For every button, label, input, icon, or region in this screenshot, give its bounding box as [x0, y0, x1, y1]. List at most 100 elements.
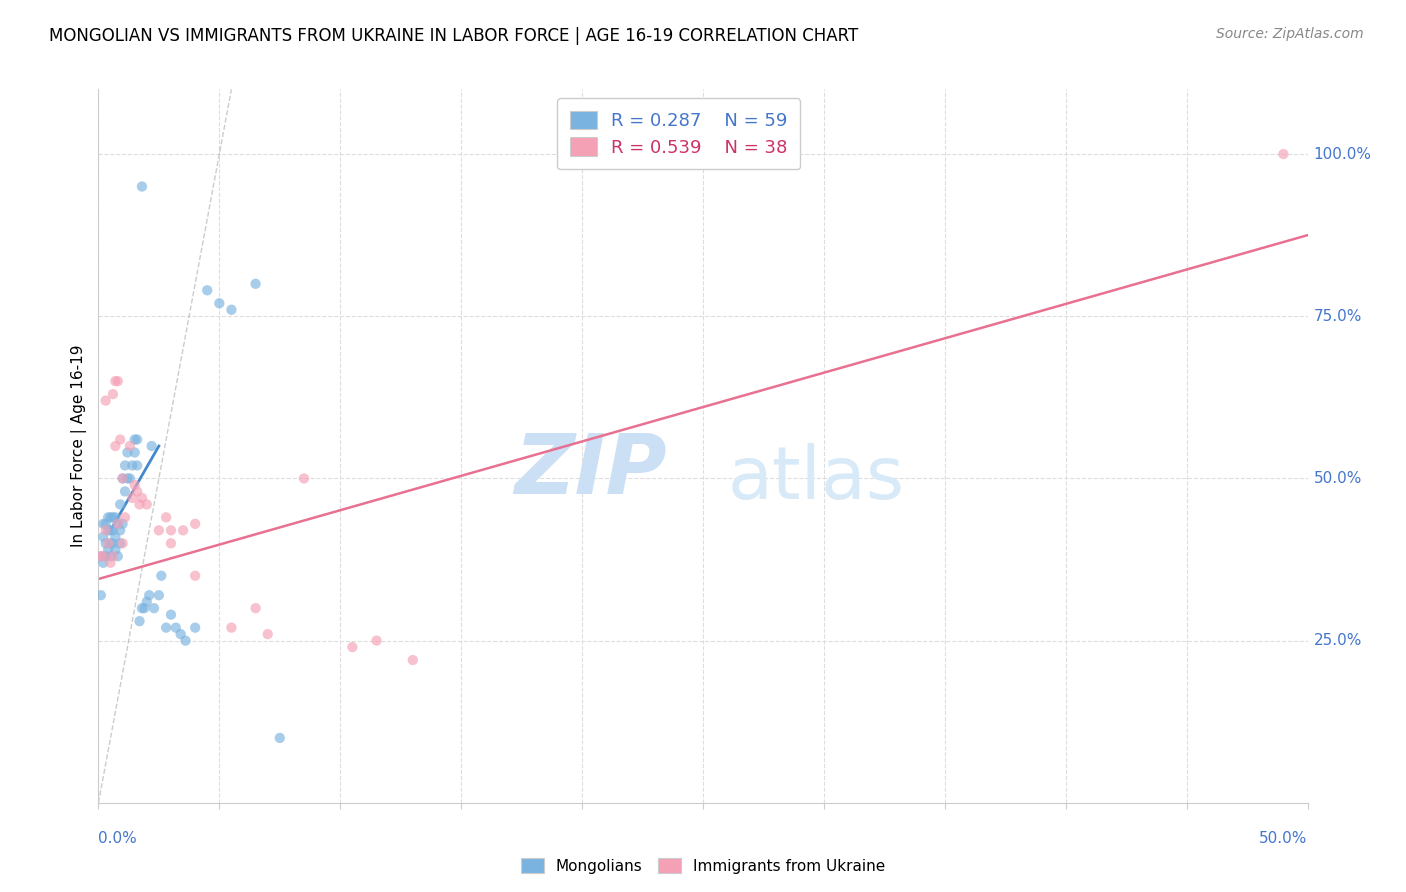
- Point: [97, 542, 120, 557]
- Point: [101, 524, 124, 538]
- Point: [131, 491, 153, 505]
- Point: [97, 524, 120, 538]
- Point: [148, 524, 170, 538]
- Point: [117, 445, 139, 459]
- Point: [342, 640, 364, 654]
- Point: [124, 433, 146, 447]
- Point: [184, 621, 207, 635]
- Point: [150, 568, 173, 582]
- Point: [107, 516, 129, 531]
- Point: [124, 478, 146, 492]
- Point: [131, 179, 153, 194]
- Point: [108, 497, 131, 511]
- Point: [160, 536, 183, 550]
- Point: [172, 524, 194, 538]
- Point: [165, 621, 187, 635]
- Point: [155, 621, 177, 635]
- Point: [111, 471, 134, 485]
- Point: [90, 549, 112, 564]
- Point: [245, 601, 267, 615]
- Point: [131, 601, 153, 615]
- Point: [366, 633, 388, 648]
- Point: [94, 549, 117, 564]
- Point: [169, 627, 191, 641]
- Point: [256, 627, 278, 641]
- Point: [101, 510, 124, 524]
- Point: [184, 516, 207, 531]
- Text: 50.0%: 50.0%: [1313, 471, 1362, 486]
- Point: [90, 588, 112, 602]
- Point: [174, 633, 197, 648]
- Point: [101, 549, 124, 564]
- Point: [124, 445, 146, 459]
- Point: [104, 530, 127, 544]
- Point: [245, 277, 267, 291]
- Point: [127, 433, 149, 447]
- Point: [118, 439, 141, 453]
- Point: [114, 458, 136, 473]
- Point: [121, 458, 143, 473]
- Point: [100, 524, 122, 538]
- Text: 50.0%: 50.0%: [1260, 831, 1308, 847]
- Legend: R = 0.287    N = 59, R = 0.539    N = 38: R = 0.287 N = 59, R = 0.539 N = 38: [557, 98, 800, 169]
- Point: [101, 536, 124, 550]
- Point: [111, 536, 134, 550]
- Point: [94, 393, 117, 408]
- Point: [108, 433, 131, 447]
- Point: [269, 731, 291, 745]
- Point: [107, 549, 129, 564]
- Point: [111, 471, 134, 485]
- Point: [221, 302, 243, 317]
- Point: [100, 556, 122, 570]
- Point: [104, 439, 127, 453]
- Point: [108, 536, 131, 550]
- Point: [148, 588, 170, 602]
- Point: [117, 471, 139, 485]
- Text: 0.0%: 0.0%: [98, 831, 138, 847]
- Point: [292, 471, 315, 485]
- Point: [402, 653, 425, 667]
- Point: [91, 556, 114, 570]
- Point: [134, 601, 156, 615]
- Point: [94, 536, 117, 550]
- Point: [91, 530, 114, 544]
- Point: [1272, 147, 1295, 161]
- Point: [107, 374, 129, 388]
- Point: [114, 510, 136, 524]
- Text: ZIP: ZIP: [515, 431, 666, 511]
- Point: [128, 614, 150, 628]
- Point: [143, 601, 166, 615]
- Point: [135, 595, 157, 609]
- Point: [97, 510, 120, 524]
- Point: [94, 524, 117, 538]
- Point: [114, 484, 136, 499]
- Point: [141, 439, 163, 453]
- Point: [90, 549, 112, 564]
- Point: [127, 484, 149, 499]
- Point: [94, 516, 117, 531]
- Point: [121, 491, 143, 505]
- Point: [107, 516, 129, 531]
- Point: [91, 516, 114, 531]
- Point: [111, 516, 134, 531]
- Point: [184, 568, 207, 582]
- Y-axis label: In Labor Force | Age 16-19: In Labor Force | Age 16-19: [72, 344, 87, 548]
- Point: [104, 374, 127, 388]
- Point: [160, 524, 183, 538]
- Point: [221, 621, 243, 635]
- Point: [100, 536, 122, 550]
- Point: [155, 510, 177, 524]
- Point: [108, 524, 131, 538]
- Text: 25.0%: 25.0%: [1313, 633, 1362, 648]
- Point: [91, 549, 114, 564]
- Point: [101, 387, 124, 401]
- Point: [100, 510, 122, 524]
- Point: [127, 458, 149, 473]
- Text: 75.0%: 75.0%: [1313, 309, 1362, 324]
- Text: 100.0%: 100.0%: [1313, 146, 1372, 161]
- Text: atlas: atlas: [727, 442, 904, 514]
- Point: [128, 497, 150, 511]
- Point: [97, 536, 120, 550]
- Text: MONGOLIAN VS IMMIGRANTS FROM UKRAINE IN LABOR FORCE | AGE 16-19 CORRELATION CHAR: MONGOLIAN VS IMMIGRANTS FROM UKRAINE IN …: [49, 27, 859, 45]
- Point: [208, 296, 231, 310]
